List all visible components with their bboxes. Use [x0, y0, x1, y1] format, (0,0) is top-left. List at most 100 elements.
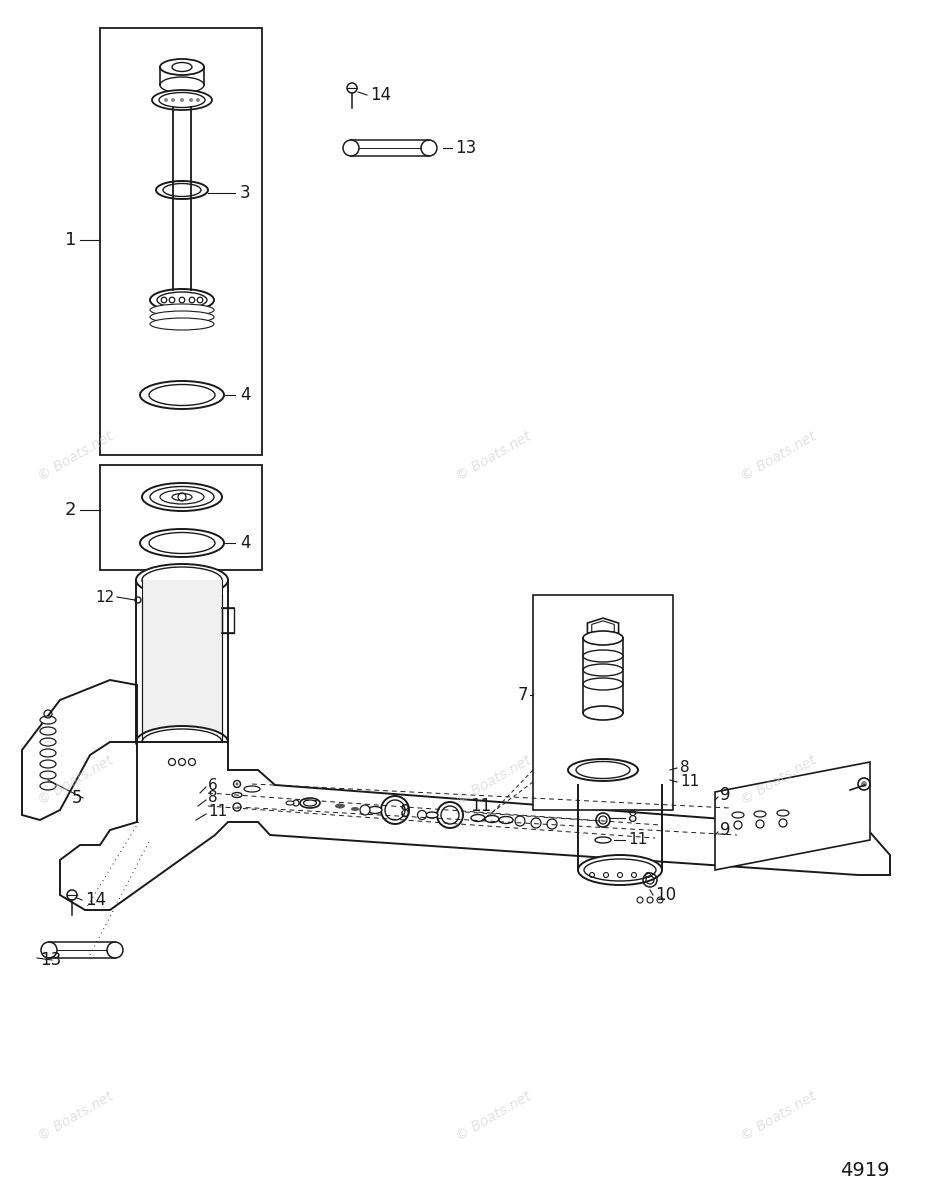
Ellipse shape [152, 90, 212, 110]
Text: © Boats.net: © Boats.net [738, 1088, 818, 1144]
Circle shape [235, 782, 238, 786]
Bar [142, 580, 222, 742]
Circle shape [385, 800, 405, 820]
Ellipse shape [578, 854, 662, 886]
Text: 11: 11 [208, 804, 227, 820]
Text: © Boats.net: © Boats.net [738, 752, 818, 808]
Ellipse shape [136, 564, 228, 596]
Circle shape [441, 806, 459, 824]
Text: 14: 14 [370, 86, 391, 104]
Ellipse shape [732, 812, 744, 818]
Circle shape [189, 98, 193, 102]
Ellipse shape [754, 811, 766, 817]
Ellipse shape [335, 804, 345, 809]
Text: 8: 8 [400, 803, 411, 821]
Ellipse shape [150, 311, 214, 323]
Circle shape [418, 810, 426, 820]
Ellipse shape [568, 758, 638, 781]
Ellipse shape [576, 762, 630, 779]
Ellipse shape [583, 650, 623, 662]
Ellipse shape [351, 806, 359, 811]
Ellipse shape [40, 738, 56, 746]
Ellipse shape [777, 810, 789, 816]
Ellipse shape [583, 706, 623, 720]
Text: 13: 13 [40, 950, 62, 970]
Ellipse shape [142, 728, 222, 755]
Ellipse shape [499, 816, 513, 823]
Text: 11: 11 [680, 774, 699, 790]
Text: © Boats.net: © Boats.net [454, 1088, 533, 1144]
Ellipse shape [300, 798, 320, 808]
Ellipse shape [149, 384, 215, 406]
Ellipse shape [156, 181, 208, 199]
Ellipse shape [40, 727, 56, 734]
Polygon shape [60, 742, 890, 910]
Ellipse shape [140, 529, 224, 557]
Text: 12: 12 [95, 589, 114, 605]
Ellipse shape [583, 631, 623, 646]
Text: © Boats.net: © Boats.net [454, 428, 533, 484]
Text: 4: 4 [240, 534, 251, 552]
Text: 1: 1 [65, 230, 76, 248]
Ellipse shape [149, 533, 215, 553]
Circle shape [861, 781, 867, 787]
Text: 8: 8 [628, 810, 638, 826]
Ellipse shape [140, 382, 224, 409]
Text: 13: 13 [455, 139, 476, 157]
Circle shape [164, 98, 168, 102]
Ellipse shape [40, 760, 56, 768]
Bar [100, 28, 262, 455]
Text: 8: 8 [208, 791, 217, 805]
Polygon shape [587, 618, 619, 638]
Circle shape [381, 796, 409, 824]
Ellipse shape [40, 770, 56, 779]
Text: 9: 9 [720, 821, 731, 839]
Text: © Boats.net: © Boats.net [738, 428, 818, 484]
Ellipse shape [471, 815, 485, 822]
Text: 6: 6 [208, 778, 217, 792]
Text: 2: 2 [65, 502, 77, 518]
Text: 9: 9 [720, 786, 731, 804]
Polygon shape [592, 620, 614, 635]
Text: © Boats.net: © Boats.net [454, 752, 533, 808]
Text: 11: 11 [470, 797, 492, 815]
Text: 11: 11 [628, 833, 647, 847]
Ellipse shape [160, 77, 204, 92]
Ellipse shape [583, 678, 623, 690]
Polygon shape [22, 680, 137, 820]
Circle shape [196, 98, 200, 102]
Ellipse shape [40, 782, 56, 790]
Ellipse shape [244, 786, 260, 792]
Ellipse shape [343, 140, 359, 156]
Text: 5: 5 [72, 790, 83, 806]
Ellipse shape [421, 140, 437, 156]
Ellipse shape [107, 942, 123, 958]
Ellipse shape [41, 942, 57, 958]
Text: 4: 4 [240, 386, 251, 404]
Polygon shape [715, 762, 870, 870]
Ellipse shape [583, 664, 623, 676]
Text: 14: 14 [85, 890, 106, 910]
Text: 3: 3 [240, 184, 251, 202]
Bar [222, 608, 234, 634]
Ellipse shape [136, 726, 228, 758]
Ellipse shape [172, 62, 192, 72]
Text: © Boats.net: © Boats.net [36, 752, 116, 808]
Text: 7: 7 [517, 686, 528, 704]
Ellipse shape [157, 292, 207, 308]
Ellipse shape [150, 318, 214, 330]
Text: 4919: 4919 [841, 1160, 890, 1180]
Circle shape [437, 802, 463, 828]
Ellipse shape [163, 184, 201, 197]
Ellipse shape [142, 566, 222, 593]
Circle shape [360, 805, 370, 815]
Ellipse shape [142, 482, 222, 511]
Ellipse shape [150, 304, 214, 316]
Ellipse shape [150, 289, 214, 311]
Ellipse shape [584, 859, 656, 881]
Ellipse shape [172, 493, 192, 500]
Ellipse shape [584, 774, 656, 796]
Bar [100, 464, 262, 570]
Circle shape [171, 98, 175, 102]
Ellipse shape [40, 716, 56, 724]
